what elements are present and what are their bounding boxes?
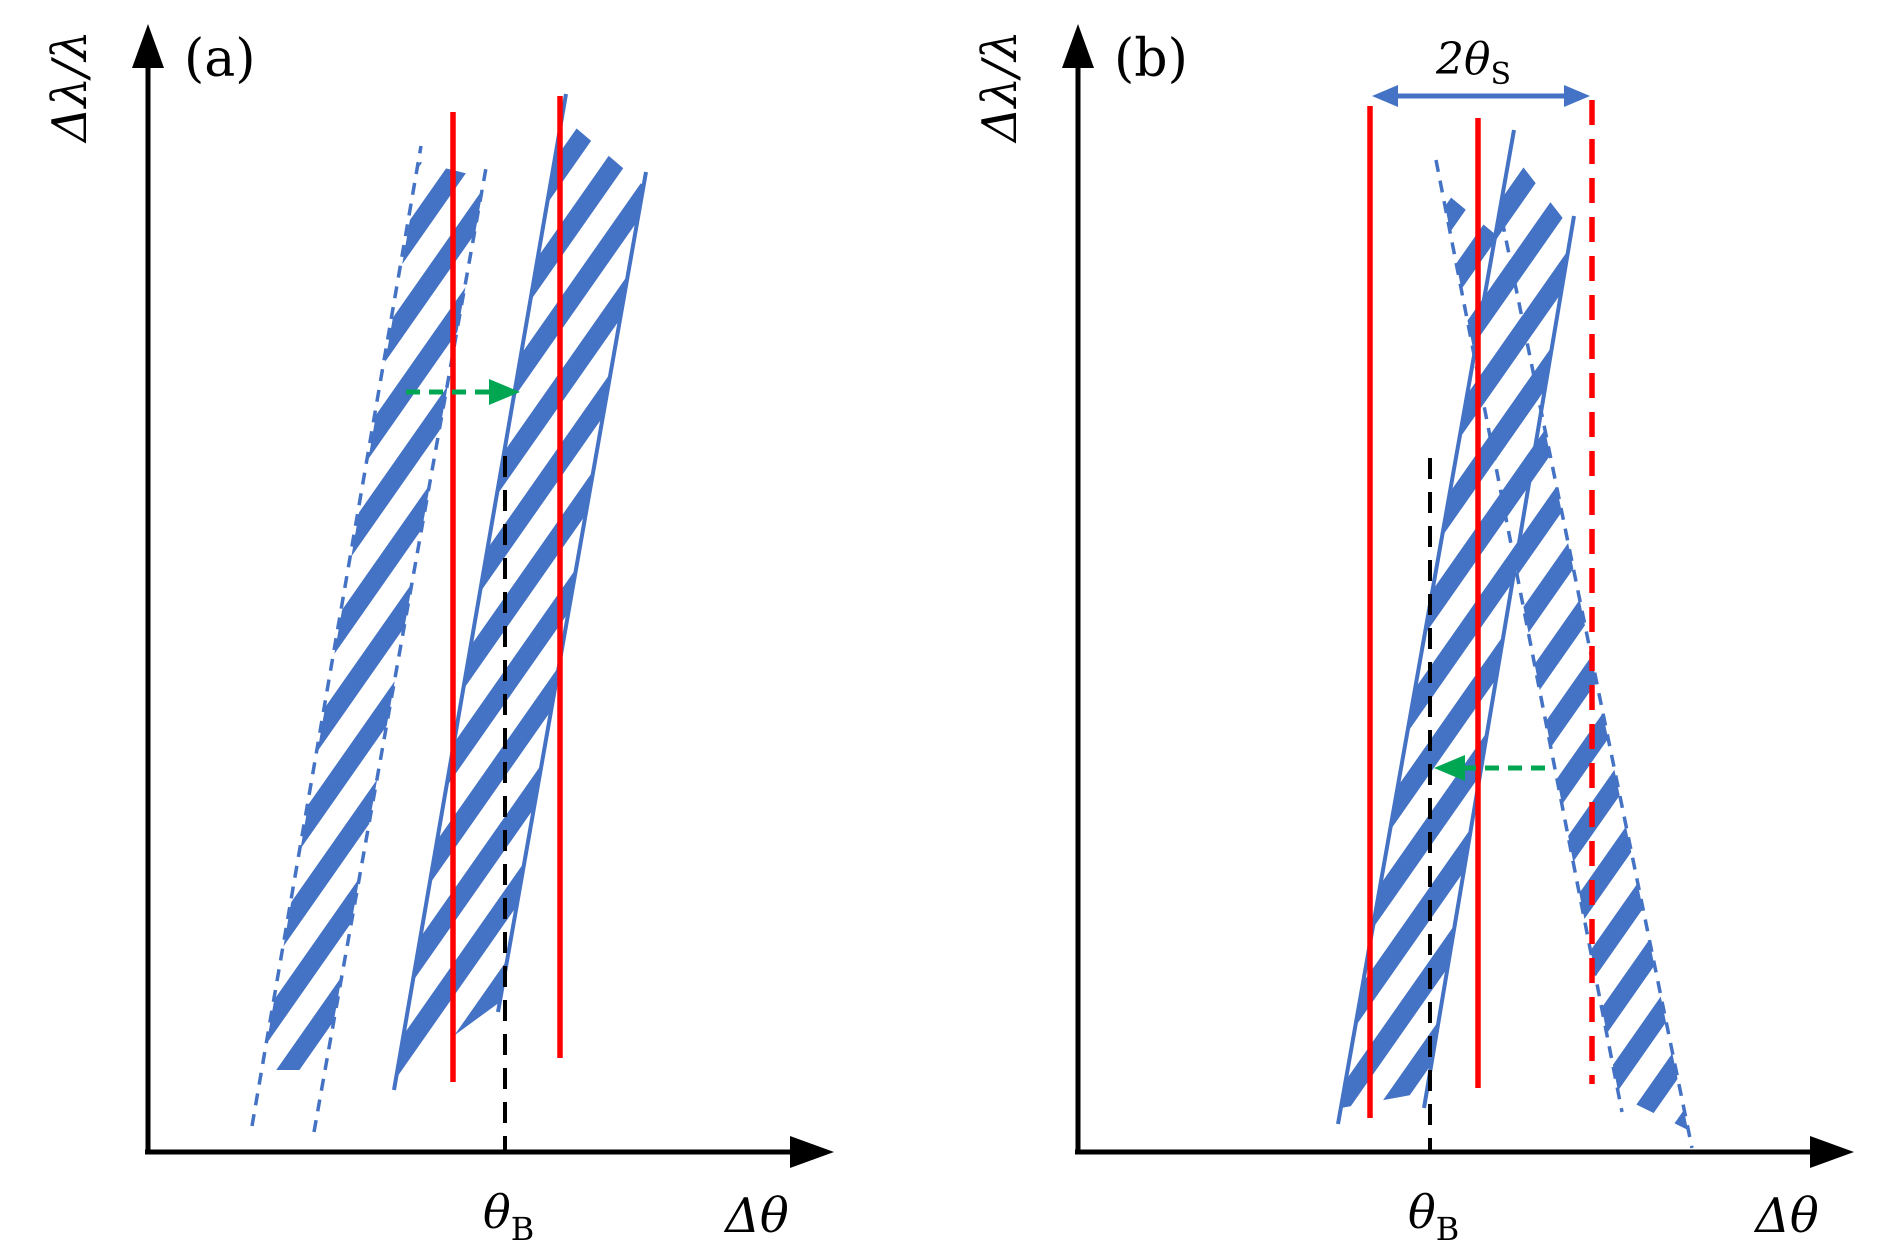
panel-a-bragg-angle-tick-label: θB <box>483 1185 534 1248</box>
panel-b-theta-symbol: θ <box>1408 1185 1436 1239</box>
panel-b-y-axis-label: Δλ/λ <box>972 30 1028 144</box>
panel-b-span-main: 2θ <box>1435 34 1490 85</box>
panel-a-dashed-band-hatch <box>262 162 485 1070</box>
panel-b-span-label: 2θS <box>1435 34 1511 92</box>
panel-a-dashed-band-left-edge <box>250 145 423 1127</box>
panel-a-y-axis-arrowhead-icon <box>132 24 164 68</box>
panel-a-tag: (a) <box>184 29 256 89</box>
panel-a-x-axis-label: Δθ <box>723 1188 789 1244</box>
panel-b-bragg-angle-tick-label: θB <box>1408 1185 1459 1248</box>
panel-a-solid-band-right-edge <box>496 171 648 1013</box>
panel-a-x-axis-arrowhead-icon <box>790 1136 834 1168</box>
panel-b-span-subscript: S <box>1490 57 1511 92</box>
panel-b-x-axis-arrowhead-icon <box>1810 1136 1854 1168</box>
panel-b: 2θS (b) Δλ/λ Δθ θB <box>972 24 1854 1248</box>
panel-a-y-axis-label: Δλ/λ <box>42 30 98 144</box>
panel-b-span-arrow-right-head-icon <box>1564 85 1590 107</box>
panel-b-tag: (b) <box>1114 29 1188 89</box>
panel-b-span-arrow-left-head-icon <box>1372 85 1398 107</box>
panel-a-solid-band-left-edge <box>392 93 568 1091</box>
panel-b-shift-arrow-head-icon <box>1434 755 1465 781</box>
panel-b-dashed-band-left-edge <box>1434 159 1624 1113</box>
panel-a-solid-band-hatch <box>396 116 644 1078</box>
panel-a-theta-symbol: θ <box>483 1185 511 1239</box>
panel-b-y-axis-arrowhead-icon <box>1062 24 1094 68</box>
panel-b-x-axis-label: Δθ <box>1753 1188 1819 1244</box>
panel-a: (a) Δλ/λ Δθ θB <box>42 24 834 1248</box>
panel-b-theta-subscript: B <box>1436 1210 1460 1248</box>
panel-b-dashed-band-right-edge <box>1500 219 1694 1149</box>
panel-b-dashed-band-hatch <box>1442 190 1688 1130</box>
panel-a-dashed-band-right-edge <box>312 167 488 1133</box>
panel-a-theta-subscript: B <box>511 1210 535 1248</box>
panel-b-solid-band-right-edge <box>1422 215 1576 1109</box>
panel-a-shift-arrow-head-icon <box>489 379 520 405</box>
